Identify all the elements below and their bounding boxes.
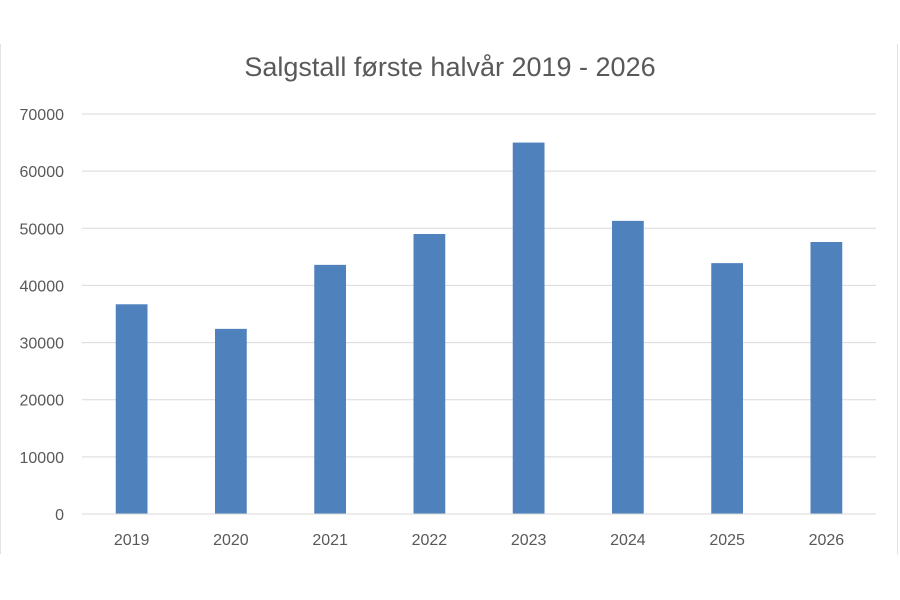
gridlines (82, 113, 876, 458)
x-tick-label: 2025 (709, 532, 745, 549)
x-tick-label: 2023 (511, 532, 547, 549)
y-axis-tick-labels: 0 10000 20000 30000 40000 50000 60000 70000 (20, 107, 65, 524)
x-tick-label: 2019 (114, 532, 150, 549)
x-tick-label: 2026 (809, 532, 845, 549)
x-tick-label: 2020 (213, 532, 249, 549)
y-tick-label: 70000 (20, 107, 65, 124)
y-tick-label: 50000 (20, 221, 65, 238)
y-tick-label: 0 (55, 507, 64, 524)
bar-2022 (413, 234, 446, 514)
bar-2021 (314, 264, 347, 514)
bars (115, 142, 843, 515)
x-tick-label: 2024 (610, 532, 646, 549)
bar-2019 (115, 304, 148, 514)
chart-title: Salgstall første halvår 2019 - 2026 (244, 52, 656, 82)
y-tick-label: 30000 (20, 336, 65, 353)
bar-2025 (711, 263, 744, 514)
y-tick-label: 40000 (20, 278, 65, 295)
y-tick-label: 20000 (20, 393, 65, 410)
bar-2020 (214, 328, 247, 514)
y-tick-label: 10000 (20, 450, 65, 467)
y-tick-label: 60000 (20, 164, 65, 181)
x-tick-label: 2021 (312, 532, 348, 549)
x-tick-label: 2022 (412, 532, 448, 549)
chart-frame (0, 44, 898, 554)
bar-2026 (810, 242, 843, 514)
bar-2024 (611, 220, 644, 514)
bar-2023 (512, 142, 545, 515)
x-axis-tick-labels: 2019 2020 2021 2022 2023 2024 2025 2026 (114, 532, 844, 549)
